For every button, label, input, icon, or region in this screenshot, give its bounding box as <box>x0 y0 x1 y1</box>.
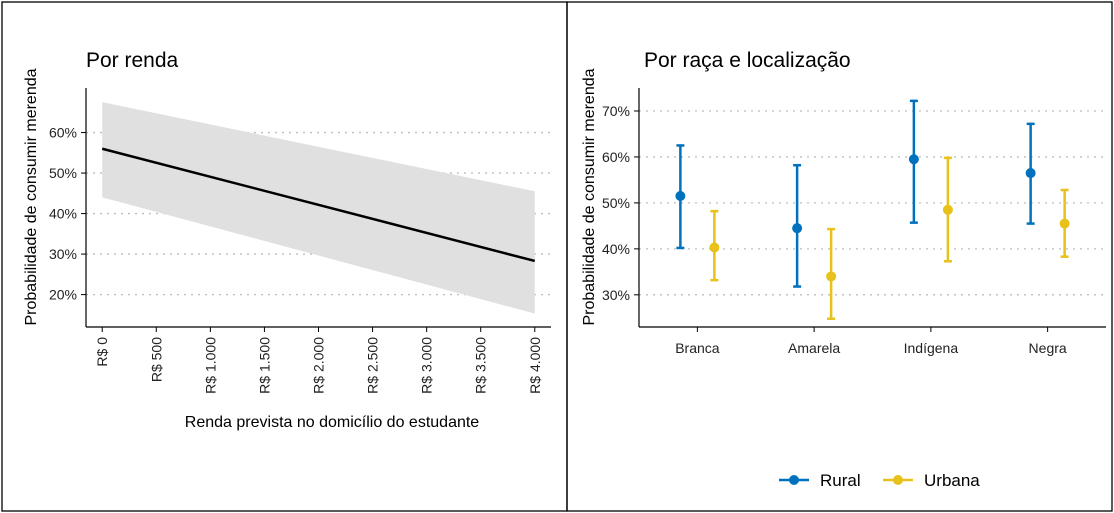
point-rural <box>908 154 919 165</box>
point-rural <box>1025 168 1036 179</box>
right-chart-title: Por raça e localização <box>644 49 851 72</box>
left-x-tick-label: R$ 2.000 <box>311 337 327 394</box>
left-x-tick-label: R$ 0 <box>94 337 110 367</box>
legend-urbana-marker <box>893 475 903 485</box>
legend: Rural Urbana <box>779 471 980 490</box>
left-y-tick-label: 30% <box>49 246 77 262</box>
legend-urbana-label: Urbana <box>924 471 980 490</box>
point-urbana <box>826 271 837 282</box>
legend-rural-label: Rural <box>820 471 861 490</box>
right-panel-frame <box>566 1 1113 512</box>
left-x-tick-label: R$ 3.500 <box>473 337 489 394</box>
right-x-tick-label: Amarela <box>788 340 840 356</box>
point-urbana <box>709 242 720 253</box>
point-rural <box>675 191 686 202</box>
right-y-tick-label: 30% <box>602 287 630 303</box>
left-y-axis-title: Probabilidade de consumir merenda <box>23 68 40 325</box>
right-x-tick-label: Negra <box>1029 340 1067 356</box>
left-x-tick-label: R$ 4.000 <box>527 337 543 394</box>
left-y-tick-label: 60% <box>49 125 77 141</box>
right-y-tick-label: 70% <box>602 103 630 119</box>
right-x-tick-label: Branca <box>675 340 720 356</box>
right-y-axis-title: Probabilidade de consumir merenda <box>581 68 598 325</box>
left-chart-title: Por renda <box>86 49 179 72</box>
left-x-tick-label: R$ 1.000 <box>202 337 218 394</box>
right-y-tick-label: 60% <box>602 149 630 165</box>
left-x-tick-label: R$ 500 <box>148 337 164 382</box>
legend-rural-marker <box>789 475 799 485</box>
left-x-tick-label: R$ 1.500 <box>256 337 272 394</box>
point-urbana <box>942 204 953 215</box>
point-rural <box>792 223 803 234</box>
left-x-axis-title: Renda prevista no domicílio do estudante <box>185 414 480 431</box>
left-y-tick-label: 20% <box>49 287 77 303</box>
right-x-tick-label: Indígena <box>904 340 959 356</box>
left-x-tick-label: R$ 3.000 <box>419 337 435 394</box>
right-y-tick-label: 40% <box>602 241 630 257</box>
point-urbana <box>1059 218 1070 229</box>
right-y-tick-label: 50% <box>602 195 630 211</box>
left-chart-marks: 20% 30% 40% 50% 60% R$ 0 R$ 500 R$ 1.000 R$ 1.50… <box>49 88 551 394</box>
prediction-line <box>101 147 536 263</box>
left-y-tick-label: 40% <box>49 206 77 222</box>
left-x-tick-label: R$ 2.500 <box>365 337 381 394</box>
right-chart-marks: 30% 40% 50% 60% 70% Branca Amarela Indígena Negr… <box>602 88 1106 356</box>
left-y-tick-label: 50% <box>49 165 77 181</box>
confidence-ribbon <box>102 102 535 314</box>
